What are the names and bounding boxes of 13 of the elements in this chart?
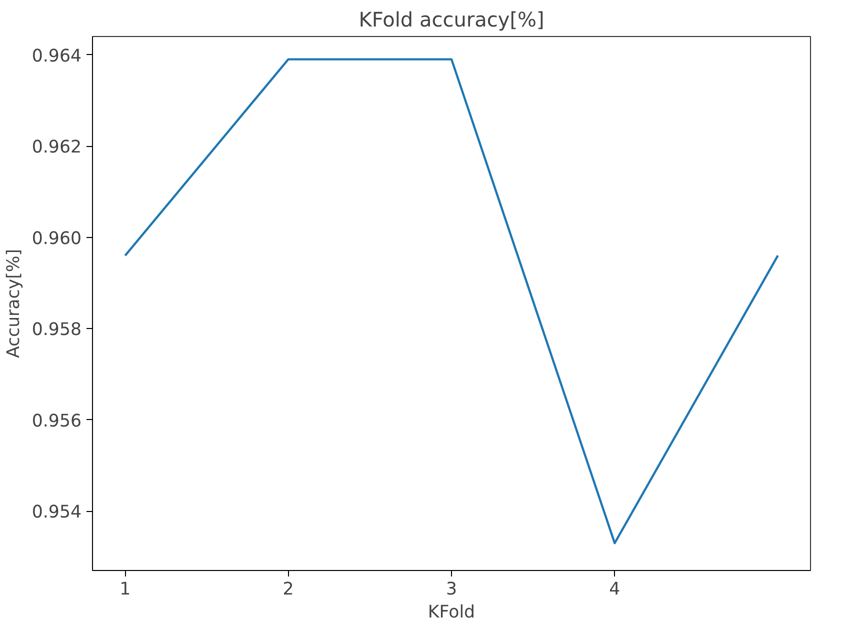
y-tick-label: 0.956: [32, 411, 82, 432]
y-tick-label: 0.960: [32, 228, 82, 249]
x-tick-label: 4: [609, 580, 620, 600]
y-axis-title: Accuracy[%]: [4, 248, 24, 358]
y-tick-label: 0.958: [32, 320, 82, 340]
x-tick-label: 2: [282, 580, 294, 600]
y-tick-label: 0.954: [32, 502, 82, 523]
x-tick-label: 3: [446, 580, 458, 600]
x-tick-label: 1: [120, 580, 131, 600]
chart-title: KFold accuracy[%]: [358, 8, 544, 32]
y-tick-label: 0.964: [32, 46, 82, 66]
y-tick-label: 0.962: [32, 138, 82, 158]
x-axis-title: KFold: [428, 602, 476, 622]
